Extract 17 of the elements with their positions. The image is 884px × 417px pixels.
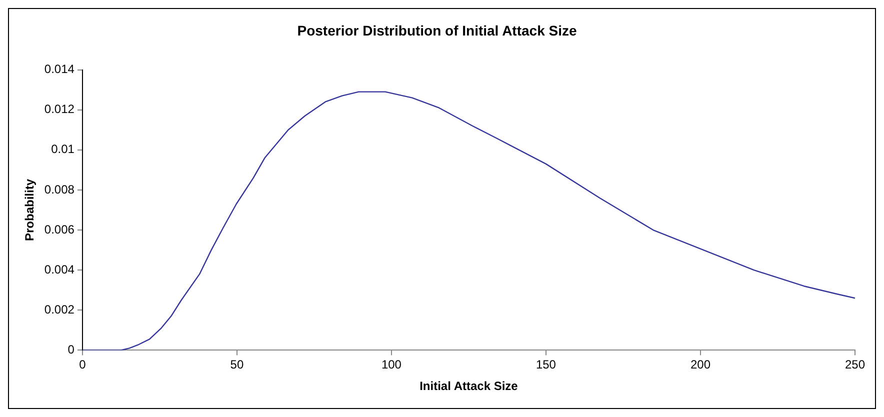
- y-tick-label: 0.014: [44, 62, 75, 76]
- y-tick-label: 0.004: [44, 262, 75, 276]
- y-tick-label: 0.01: [51, 142, 75, 156]
- x-tick-label: 0: [79, 358, 86, 372]
- y-tick-label: 0: [68, 342, 75, 357]
- x-tick-label: 200: [690, 358, 711, 372]
- x-tick-label: 50: [230, 358, 244, 372]
- x-axis-title: Initial Attack Size: [420, 379, 518, 394]
- y-axis-title: Probability: [22, 178, 37, 242]
- x-tick-label: 150: [536, 358, 556, 372]
- chart-title: Posterior Distribution of Initial Attack Size: [297, 22, 577, 38]
- y-tick-label: 0.002: [44, 302, 75, 316]
- x-tick-label: 250: [844, 358, 866, 372]
- y-tick-label: 0.006: [44, 222, 75, 236]
- y-tick-label: 0.012: [44, 102, 75, 116]
- y-tick-label: 0.008: [44, 182, 75, 196]
- x-tick-label: 100: [381, 358, 402, 372]
